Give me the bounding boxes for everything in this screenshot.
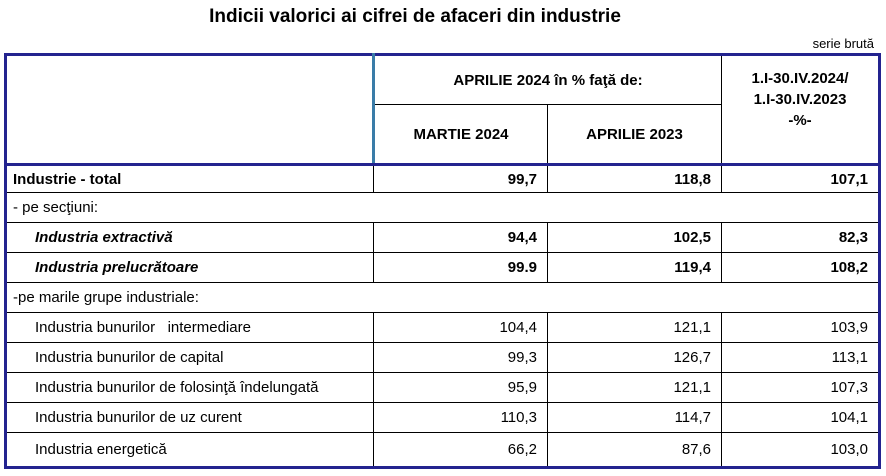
cell-value: 121,1: [546, 372, 722, 403]
cell-value: 107,1: [721, 164, 880, 193]
cell-value: 121,1: [546, 312, 722, 343]
row-label: Industria prelucrătoare: [5, 252, 374, 283]
header-ytd-line1: 1.I-30.IV.2024/: [751, 70, 849, 87]
cell-value: 99.9: [373, 252, 548, 283]
cell-value: 103,0: [721, 432, 880, 468]
cell-value: 118,8: [546, 164, 722, 193]
cell-value: 99,7: [373, 164, 548, 193]
row-label: Industria bunurilor intermediare: [5, 312, 374, 343]
table-row: Industria bunurilor intermediare 104,4 1…: [5, 312, 880, 343]
header-ytd-line2: 1.I-30.IV.2023: [753, 91, 847, 108]
turnover-index-table: APRILIE 2024 în % faţă de: 1.I-30.IV.202…: [4, 53, 882, 469]
cell-value: 102,5: [546, 222, 722, 253]
cell-value: 99,3: [373, 342, 548, 373]
row-label: Industria bunurilor de capital: [5, 342, 374, 373]
row-label: Industria energetică: [35, 441, 167, 458]
row-label: Industria extractivă: [5, 222, 374, 253]
cell-value: 108,2: [721, 252, 880, 283]
section-row: - pe secţiuni:: [6, 193, 880, 223]
table-row: Industria bunurilor de capital 99,3 126,…: [5, 342, 880, 373]
series-note: serie brută: [812, 36, 874, 51]
header-col-aprilie: APRILIE 2023: [546, 104, 722, 166]
table-row: Industria energetică 66,2 87,6 103,0: [6, 432, 880, 468]
row-label: Industrie - total: [5, 164, 374, 193]
cell-value: 119,4: [546, 252, 722, 283]
table-row: Industria bunurilor de uz curent 110,3 1…: [5, 402, 880, 433]
header-group-label: APRILIE 2024 în % faţă de:: [371, 54, 722, 105]
table-row: Industria prelucrătoare 99.9 119,4 108,2: [5, 252, 880, 283]
row-label: Industria bunurilor de uz curent: [5, 402, 374, 433]
row-label: Industria bunurilor de folosinţă îndelun…: [5, 372, 374, 403]
table-row: Industria extractivă 94,4 102,5 82,3: [5, 222, 880, 253]
table-title: Indicii valorici ai cifrei de afaceri di…: [209, 6, 621, 27]
table-row: Industria bunurilor de folosinţă îndelun…: [5, 372, 880, 403]
cell-value: 113,1: [721, 342, 880, 373]
cell-value: 104,1: [721, 402, 880, 433]
cell-value: 66,2: [373, 432, 548, 468]
header-row-2: MARTIE 2024 APRILIE 2023: [6, 104, 880, 166]
cell-value: 103,9: [721, 312, 880, 343]
cell-value: 95,9: [373, 372, 548, 403]
header-empty-cell: [5, 54, 374, 166]
row-label: - pe secţiuni:: [13, 199, 99, 216]
cell-value: 114,7: [546, 402, 722, 433]
header-col-martie: MARTIE 2024: [372, 104, 548, 166]
cell-value: 87,6: [546, 432, 722, 468]
cell-value: 110,3: [373, 402, 548, 433]
row-label: -pe marile grupe industriale:: [5, 282, 880, 313]
cell-value: 126,7: [546, 342, 722, 373]
table-row: Industrie - total 99,7 118,8 107,1: [5, 164, 880, 193]
header-ytd: 1.I-30.IV.2024/ 1.I-30.IV.2023 -%-: [721, 54, 880, 166]
cell-value: 82,3: [721, 222, 880, 253]
cell-value: 107,3: [721, 372, 880, 403]
cell-value: 94,4: [373, 222, 548, 253]
header-row-1: APRILIE 2024 în % faţă de: 1.I-30.IV.202…: [5, 54, 880, 166]
cell-value: 104,4: [373, 312, 548, 343]
header-ytd-line3: -%-: [788, 112, 812, 129]
section-row: -pe marile grupe industriale:: [5, 282, 880, 313]
